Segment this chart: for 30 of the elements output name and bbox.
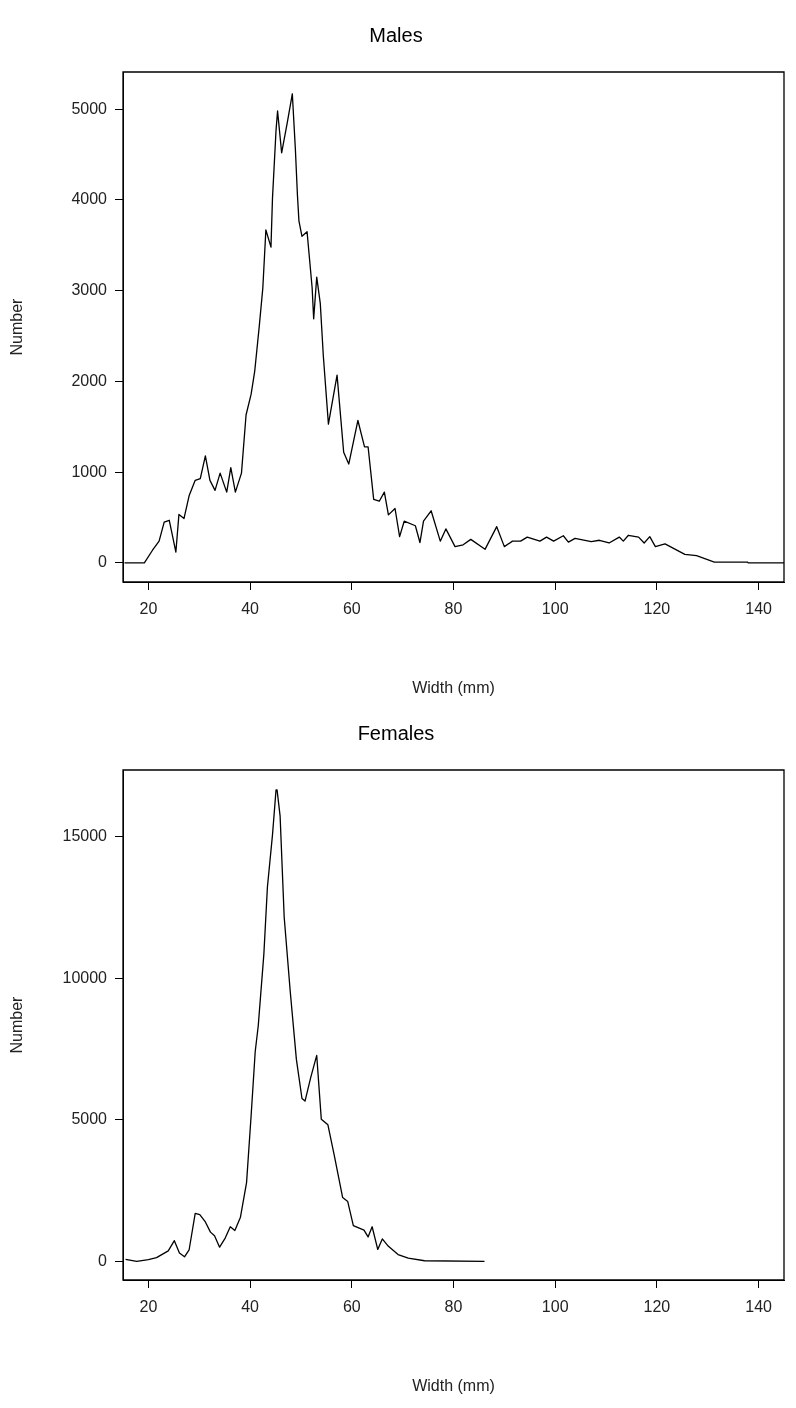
x-axis-title: Width (mm) (412, 678, 495, 696)
x-tick-label: 20 (139, 600, 158, 618)
x-tick-label: 40 (241, 1298, 260, 1316)
y-axis-title: Number (8, 995, 26, 1054)
y-tick-label: 10000 (62, 968, 108, 986)
y-tick-label: 2000 (71, 371, 108, 389)
x-tick-label: 140 (745, 1298, 773, 1316)
y-tick-label: 4000 (71, 190, 108, 208)
x-tick-label: 80 (444, 600, 463, 618)
y-tick-label: 3000 (71, 281, 108, 299)
chart-title: Females (357, 721, 435, 744)
x-axis-title: Width (mm) (412, 1376, 495, 1394)
y-tick-label: 15000 (62, 826, 108, 844)
x-tick-label: 20 (139, 1298, 158, 1316)
x-tick-label: 60 (342, 1298, 361, 1316)
x-tick-label: 100 (541, 600, 569, 618)
y-tick-label: 5000 (71, 99, 108, 117)
y-tick-label: 0 (98, 553, 108, 571)
x-tick-label: 140 (745, 600, 773, 618)
y-tick-label: 1000 (71, 462, 108, 480)
x-tick-label: 60 (342, 600, 361, 618)
y-tick-label: 0 (98, 1251, 108, 1269)
chart-title: Males (369, 23, 423, 46)
y-axis-title: Number (8, 297, 26, 356)
x-tick-label: 80 (444, 1298, 463, 1316)
x-tick-label: 100 (541, 1298, 569, 1316)
y-tick-label: 5000 (71, 1110, 108, 1128)
x-tick-label: 40 (241, 600, 260, 618)
x-tick-label: 120 (643, 600, 671, 618)
x-tick-label: 120 (643, 1298, 671, 1316)
